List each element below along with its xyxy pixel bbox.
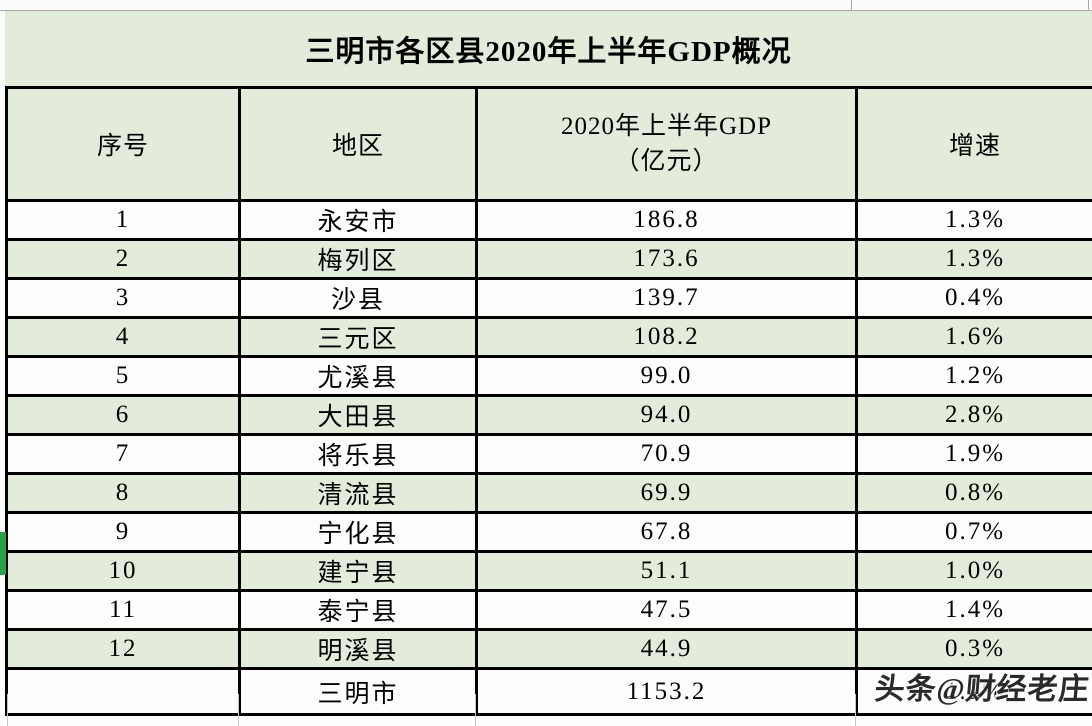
cell-region[interactable]: 沙县 bbox=[238, 277, 478, 319]
gridline bbox=[7, 694, 8, 726]
gridline bbox=[238, 694, 239, 726]
cell-index[interactable]: 3 bbox=[5, 277, 241, 319]
header-gdp-line2: （亿元） bbox=[614, 148, 719, 175]
cell-index[interactable]: 8 bbox=[5, 472, 241, 514]
cell-region[interactable]: 大田县 bbox=[238, 394, 478, 436]
cell-index[interactable]: 10 bbox=[5, 550, 241, 592]
table-row-selected: 10 建宁县 51.1 1.0% bbox=[5, 550, 1092, 592]
cell-gdp[interactable]: 47.5 bbox=[475, 589, 858, 631]
cell-growth[interactable]: 1.4% bbox=[855, 589, 1092, 631]
cell-gdp[interactable]: 108.2 bbox=[475, 316, 858, 358]
row-selection-indicator bbox=[0, 532, 6, 575]
table-row: 7 将乐县 70.9 1.9% bbox=[5, 433, 1092, 475]
cell-region[interactable]: 三元区 bbox=[238, 316, 478, 358]
cell-growth[interactable]: 1.2% bbox=[855, 667, 1092, 716]
cell-growth[interactable]: 1.3% bbox=[855, 199, 1092, 241]
cell-region[interactable]: 明溪县 bbox=[238, 628, 478, 670]
header-index[interactable]: 序号 bbox=[5, 86, 241, 202]
table-row: 12 明溪县 44.9 0.3% bbox=[5, 628, 1092, 670]
cell-growth[interactable]: 0.7% bbox=[855, 511, 1092, 553]
cell-growth[interactable]: 0.3% bbox=[855, 628, 1092, 670]
table-title[interactable]: 三明市各区县2020年上半年GDP概况 bbox=[5, 11, 1092, 86]
header-gdp-line1: 2020年上半年GDP bbox=[560, 113, 772, 140]
cell-gdp[interactable]: 70.9 bbox=[475, 433, 858, 475]
cell-index[interactable]: 7 bbox=[5, 433, 241, 475]
cell-region[interactable]: 建宁县 bbox=[238, 550, 478, 592]
cell-region[interactable]: 清流县 bbox=[238, 472, 478, 514]
table-row: 6 大田县 94.0 2.8% bbox=[5, 394, 1092, 436]
cell-gdp[interactable]: 44.9 bbox=[475, 628, 858, 670]
cell-index[interactable] bbox=[5, 667, 241, 716]
cell-gdp[interactable]: 1153.2 bbox=[475, 667, 858, 716]
gridline-tick bbox=[851, 0, 852, 10]
cell-region[interactable]: 宁化县 bbox=[238, 511, 478, 553]
table-row: 3 沙县 139.7 0.4% bbox=[5, 277, 1092, 319]
cell-index[interactable]: 6 bbox=[5, 394, 241, 436]
cell-growth[interactable]: 1.9% bbox=[855, 433, 1092, 475]
cell-region[interactable]: 梅列区 bbox=[238, 238, 478, 280]
table-row: 11 泰宁县 47.5 1.4% bbox=[5, 589, 1092, 631]
cell-growth[interactable]: 2.8% bbox=[855, 394, 1092, 436]
gridline-tick bbox=[1088, 0, 1089, 10]
gridline bbox=[855, 694, 856, 726]
cell-growth[interactable]: 0.8% bbox=[855, 472, 1092, 514]
header-growth[interactable]: 增速 bbox=[855, 86, 1092, 202]
cell-index[interactable]: 1 bbox=[5, 199, 241, 241]
cell-growth[interactable]: 1.2% bbox=[855, 355, 1092, 397]
cell-growth[interactable]: 1.0% bbox=[855, 550, 1092, 592]
cell-gdp[interactable]: 67.8 bbox=[475, 511, 858, 553]
cell-index[interactable]: 4 bbox=[5, 316, 241, 358]
cell-growth[interactable]: 1.3% bbox=[855, 238, 1092, 280]
cell-region[interactable]: 永安市 bbox=[238, 199, 478, 241]
cell-gdp[interactable]: 94.0 bbox=[475, 394, 858, 436]
cell-region[interactable]: 尤溪县 bbox=[238, 355, 478, 397]
cell-index[interactable]: 9 bbox=[5, 511, 241, 553]
cell-gdp[interactable]: 51.1 bbox=[475, 550, 858, 592]
cell-index[interactable]: 2 bbox=[5, 238, 241, 280]
cell-growth[interactable]: 1.6% bbox=[855, 316, 1092, 358]
table-row: 9 宁化县 67.8 0.7% bbox=[5, 511, 1092, 553]
table-title-text: 三明市各区县2020年上半年GDP概况 bbox=[305, 35, 792, 68]
cell-gdp[interactable]: 186.8 bbox=[475, 199, 858, 241]
cell-index[interactable]: 11 bbox=[5, 589, 241, 631]
table-row: 1 永安市 186.8 1.3% bbox=[5, 199, 1092, 241]
cell-region[interactable]: 泰宁县 bbox=[238, 589, 478, 631]
watermark: 头条@财经老庄 bbox=[873, 673, 1092, 706]
table-row: 2 梅列区 173.6 1.3% bbox=[5, 238, 1092, 280]
cell-gdp[interactable]: 99.0 bbox=[475, 355, 858, 397]
table-row-total: 三明市 1153.2 1.2% bbox=[5, 667, 1092, 716]
cell-growth[interactable]: 0.4% bbox=[855, 277, 1092, 319]
cell-gdp[interactable]: 69.9 bbox=[475, 472, 858, 514]
sheet-top-gridline-strip bbox=[0, 0, 1092, 11]
header-row: 序号 地区 2020年上半年GDP （亿元） 增速 bbox=[5, 86, 1092, 202]
gridline bbox=[475, 694, 476, 726]
cell-region[interactable]: 将乐县 bbox=[238, 433, 478, 475]
cell-index[interactable]: 5 bbox=[5, 355, 241, 397]
cell-gdp[interactable]: 139.7 bbox=[475, 277, 858, 319]
header-gdp[interactable]: 2020年上半年GDP （亿元） bbox=[475, 86, 858, 202]
cell-region[interactable]: 三明市 bbox=[238, 667, 478, 716]
table-row: 8 清流县 69.9 0.8% bbox=[5, 472, 1092, 514]
gdp-table: 序号 地区 2020年上半年GDP （亿元） 增速 1 永安市 186.8 1.… bbox=[5, 86, 1092, 716]
cell-gdp[interactable]: 173.6 bbox=[475, 238, 858, 280]
table-row: 5 尤溪县 99.0 1.2% bbox=[5, 355, 1092, 397]
cell-index[interactable]: 12 bbox=[5, 628, 241, 670]
table-row: 4 三元区 108.2 1.6% bbox=[5, 316, 1092, 358]
header-region[interactable]: 地区 bbox=[238, 86, 478, 202]
